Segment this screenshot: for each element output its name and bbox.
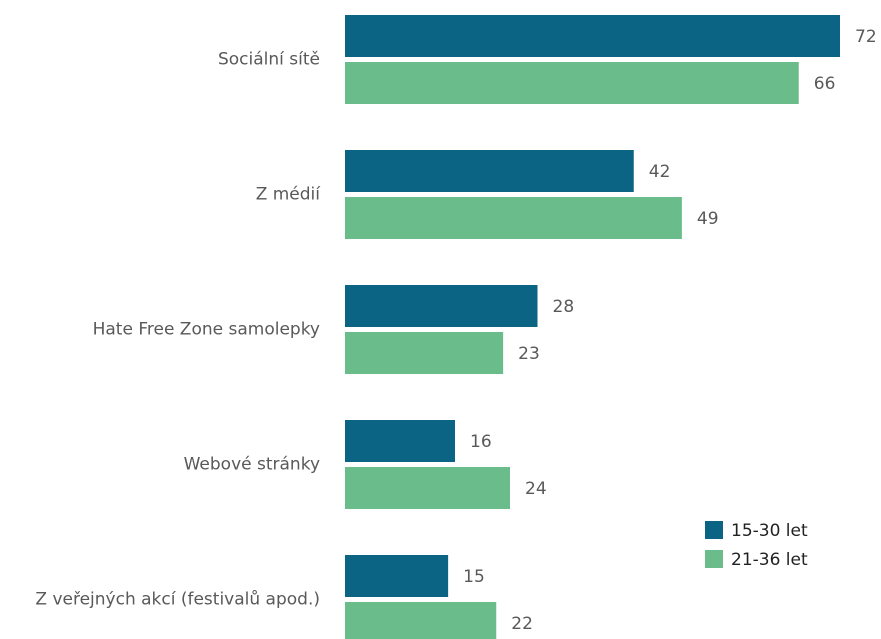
legend-swatch [705,550,723,568]
value-label: 49 [697,209,719,229]
bar [345,420,455,462]
value-label: 42 [649,162,671,182]
legend-swatch [705,521,723,539]
category-label: Sociální sítě [218,50,320,70]
bar [345,467,510,509]
category-label: Hate Free Zone samolepky [93,320,320,340]
category-label: Z veřejných akcí (festivalů apod.) [35,590,320,610]
bar [345,197,682,239]
bar [345,332,504,374]
bar [345,15,840,57]
value-label: 24 [525,479,547,499]
value-label: 72 [855,27,877,47]
bar [345,602,497,639]
value-label: 22 [511,614,533,634]
value-label: 66 [814,74,836,94]
bar [345,150,634,192]
legend-label: 15-30 let [731,521,808,541]
value-label: 16 [470,432,492,452]
bar [345,62,799,104]
value-label: 15 [463,567,485,587]
legend-label: 21-36 let [731,550,808,570]
value-label: 28 [553,297,575,317]
bar [345,555,449,597]
category-label: Z médií [256,185,322,205]
value-label: 23 [518,344,540,364]
category-label: Webové stránky [184,455,320,475]
bar [345,285,538,327]
